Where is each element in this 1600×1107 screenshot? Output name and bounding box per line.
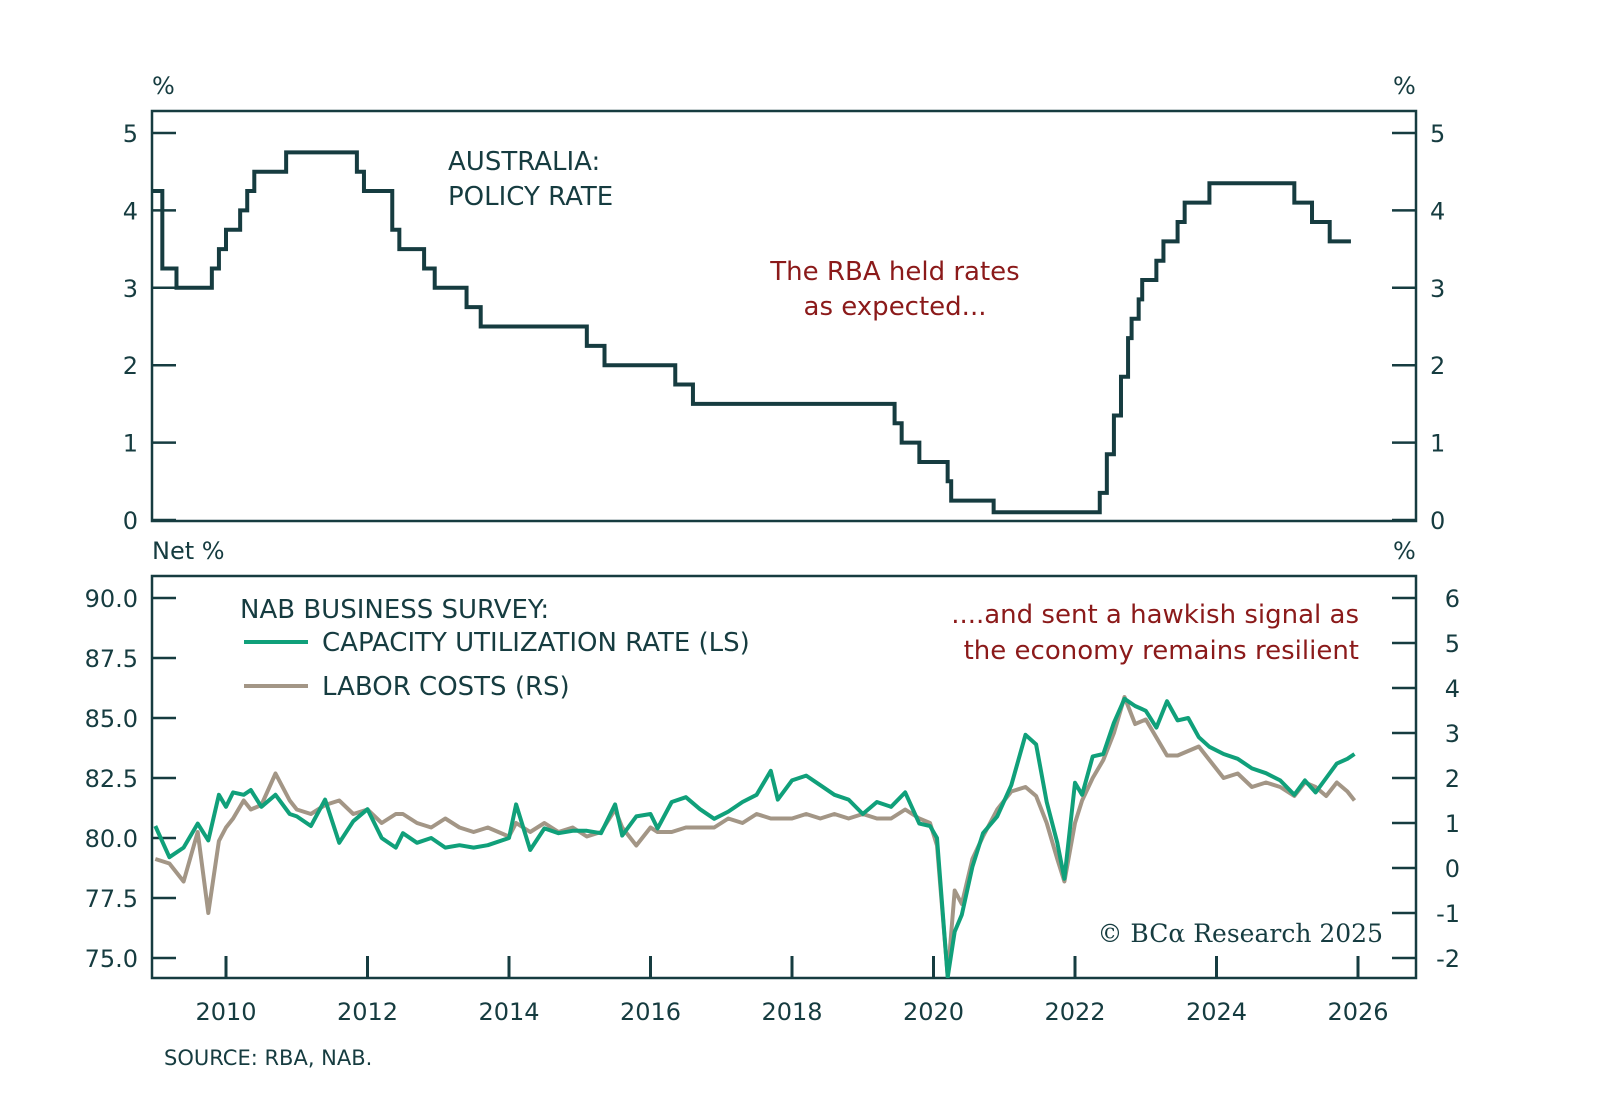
x-tick-label: 2016: [620, 998, 681, 1026]
top-left-unit-label: %: [152, 72, 175, 100]
left-tick-label: 75.0: [85, 945, 138, 973]
source-note: SOURCE: RBA, NAB.: [164, 1046, 372, 1070]
top-left-tick-label: 2: [123, 352, 138, 380]
top-right-tick-label: 3: [1430, 275, 1445, 303]
bottom-annotation-line-1: ....and sent a hawkish signal as: [951, 600, 1359, 630]
top-right-tick-label: 4: [1430, 197, 1445, 225]
right-tick-label: 5: [1445, 630, 1460, 658]
top-left-tick-label: 0: [123, 507, 138, 535]
top-annotation-line-2: as expected...: [804, 292, 987, 322]
bottom-left-unit-label: Net %: [152, 537, 225, 565]
policy-rate-line: [151, 150, 1351, 515]
copyright-text: © BCα Research 2025: [1097, 919, 1383, 948]
nab-survey-panel: Net % % 75.077.580.082.585.087.590.0 -2-…: [85, 537, 1460, 1026]
right-tick-label: 3: [1445, 720, 1460, 748]
bottom-right-y-ticks: -2 -1 0 1 2 3 4 5 6: [1392, 585, 1460, 973]
x-tick-label: 2022: [1044, 998, 1105, 1026]
left-tick-label: 87.5: [85, 645, 138, 673]
legend-capacity-label: CAPACITY UTILIZATION RATE (LS): [322, 628, 750, 658]
top-right-tick-label: 0: [1430, 507, 1445, 535]
right-tick-label: -1: [1436, 900, 1460, 928]
right-tick-label: 4: [1445, 675, 1460, 703]
left-tick-label: 80.0: [85, 825, 138, 853]
labor-costs-line: [154, 695, 1357, 978]
bottom-annotation-line-2: the economy remains resilient: [964, 636, 1359, 666]
top-left-tick-label: 5: [123, 120, 138, 148]
top-left-tick-label: 4: [123, 197, 138, 225]
right-tick-label: -2: [1436, 945, 1460, 973]
x-tick-label: 2020: [903, 998, 964, 1026]
top-right-tick-label: 5: [1430, 120, 1445, 148]
right-tick-label: 2: [1445, 765, 1460, 793]
top-y-ticks: 0 0 1 1 2 2 3 3 4 4 5 5: [123, 120, 1446, 535]
bottom-left-y-ticks: 75.0 77.5 80.0 82.5 85.0 87.5 90.0: [85, 585, 176, 973]
bottom-right-unit-label: %: [1393, 537, 1416, 565]
top-annotation-line-1: The RBA held rates: [769, 257, 1019, 287]
top-title-line-2: POLICY RATE: [448, 182, 613, 212]
x-tick-label: 2010: [195, 998, 256, 1026]
right-tick-label: 1: [1445, 810, 1460, 838]
x-tick-label: 2024: [1186, 998, 1247, 1026]
x-tick-label: 2026: [1327, 998, 1388, 1026]
left-tick-label: 77.5: [85, 885, 138, 913]
x-tick-label: 2018: [761, 998, 822, 1026]
x-tick-label: 2012: [337, 998, 398, 1026]
left-tick-label: 90.0: [85, 585, 138, 613]
top-title-line-1: AUSTRALIA:: [448, 147, 600, 177]
left-tick-label: 82.5: [85, 765, 138, 793]
top-left-tick-label: 3: [123, 275, 138, 303]
top-plot-frame: [150, 109, 1418, 523]
top-right-tick-label: 1: [1430, 430, 1445, 458]
capacity-utilization-line: [153, 696, 1356, 978]
right-tick-label: 0: [1445, 855, 1460, 883]
top-right-unit-label: %: [1393, 72, 1416, 100]
right-tick-label: 6: [1445, 585, 1460, 613]
x-tick-label: 2014: [478, 998, 539, 1026]
top-right-tick-label: 2: [1430, 352, 1445, 380]
left-tick-label: 85.0: [85, 705, 138, 733]
bottom-title: NAB BUSINESS SURVEY:: [240, 595, 549, 625]
x-axis-ticks: 2010 2012 2014 2016 2018 2020 2022 2024 2026: [195, 956, 1389, 1026]
top-left-tick-label: 1: [123, 430, 138, 458]
policy-rate-panel: % % 0 01 12 23 34 45 5 AUSTRALIA: POLICY RATE …: [123, 72, 1446, 535]
legend-labor-label: LABOR COSTS (RS): [322, 672, 570, 702]
